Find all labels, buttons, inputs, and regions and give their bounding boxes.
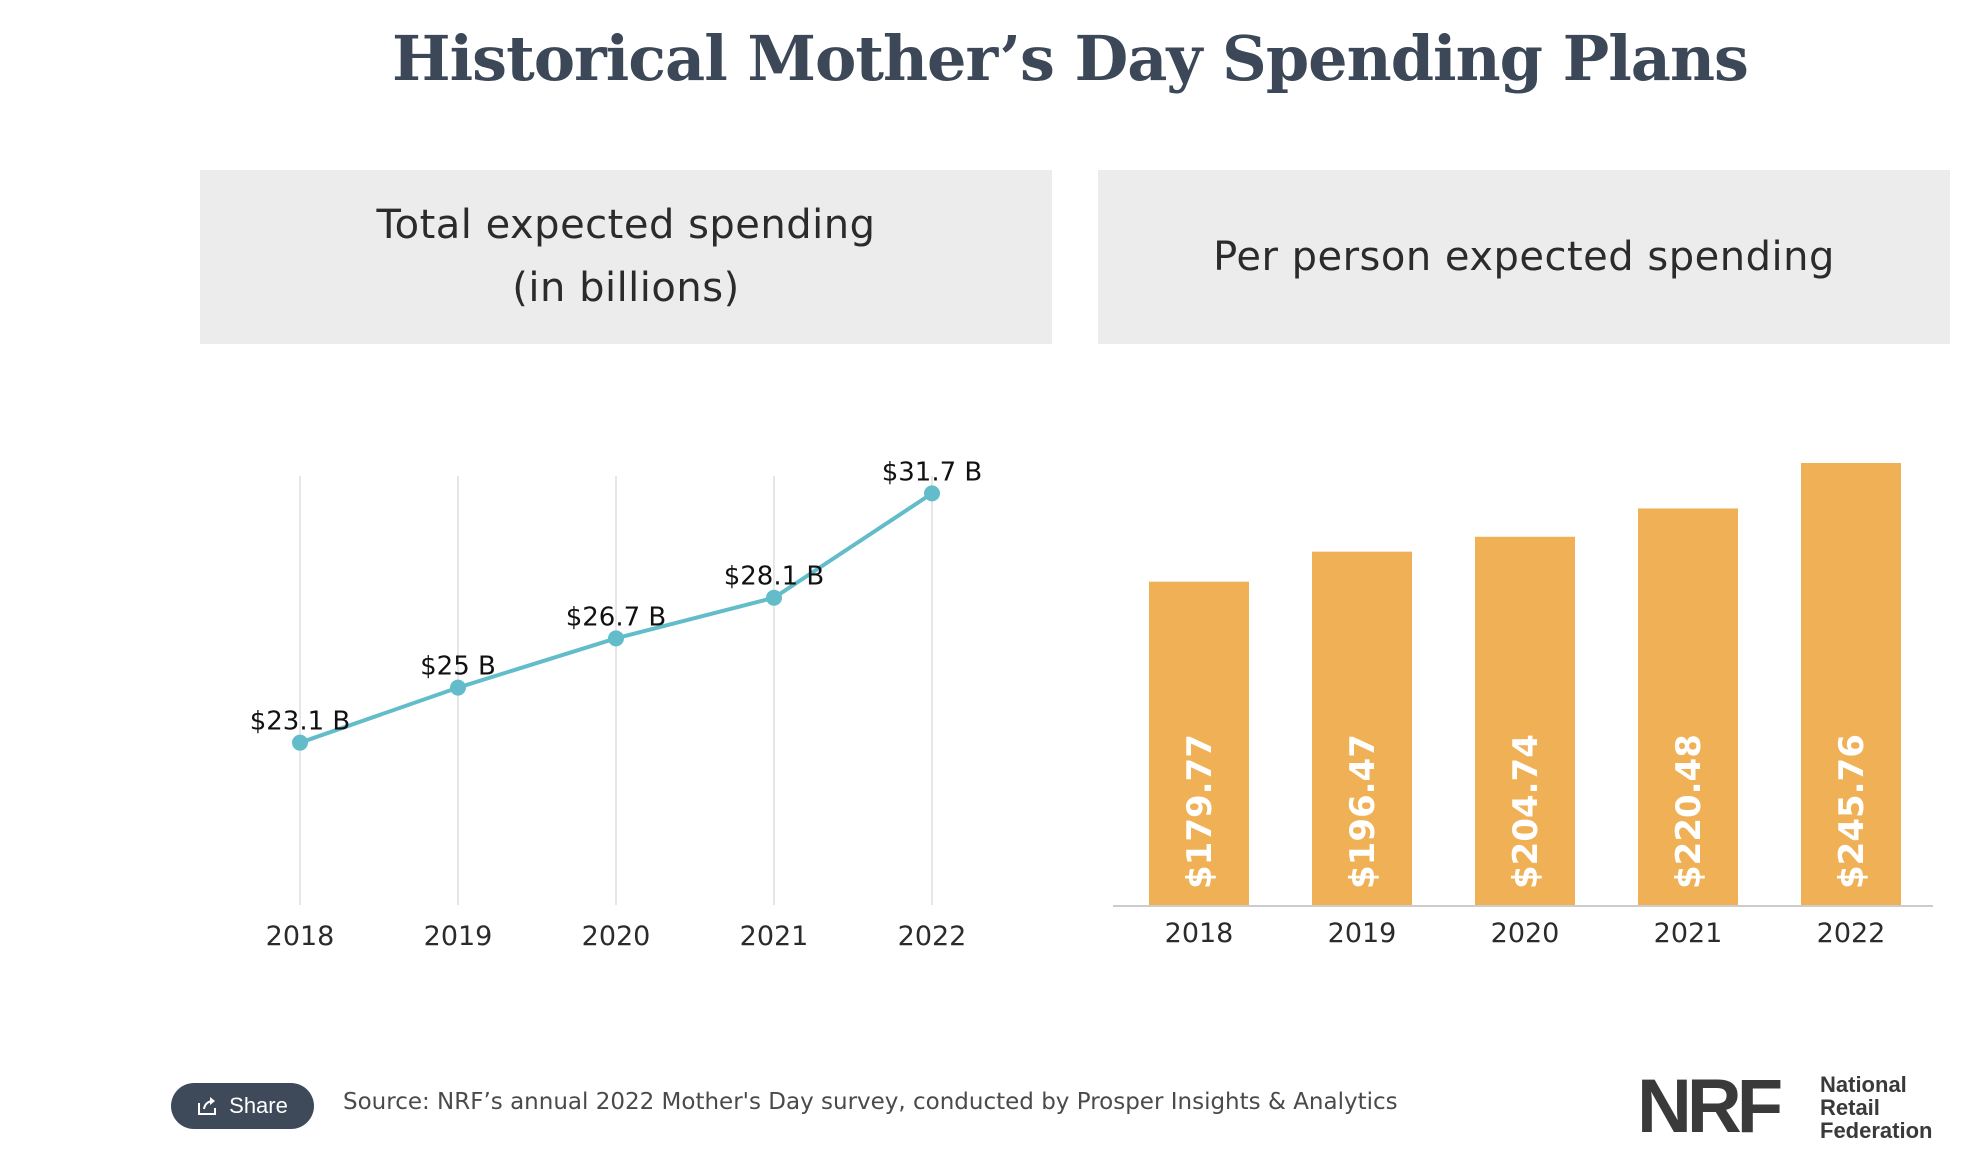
share-label: Share — [229, 1093, 288, 1118]
data-label: $25 B — [420, 652, 496, 682]
x-tick-label: 2019 — [424, 921, 493, 952]
data-point — [292, 734, 308, 751]
share-icon — [198, 1097, 217, 1115]
bar-value-label: $179.77 — [1180, 734, 1220, 889]
data-point — [450, 679, 466, 696]
bar-value-label: $220.48 — [1669, 734, 1709, 889]
bar — [1801, 463, 1901, 905]
data-point — [924, 485, 940, 502]
x-tick-label: 2021 — [740, 921, 809, 952]
data-label: $26.7 B — [566, 602, 667, 632]
line-chart-header: Total expected spending (in billions) — [200, 170, 1052, 344]
x-tick-label: 2022 — [898, 921, 967, 952]
x-tick-label: 2022 — [1817, 918, 1886, 949]
source-note: Source: NRF’s annual 2022 Mother's Day s… — [343, 1089, 1398, 1115]
x-tick-label: 2018 — [1165, 918, 1234, 949]
bar — [1638, 508, 1738, 905]
bar-value-label: $196.47 — [1343, 734, 1383, 889]
data-point — [766, 589, 782, 606]
x-tick-label: 2020 — [582, 921, 651, 952]
bar — [1312, 551, 1412, 905]
bar-chart-title: Per person expected spending — [1213, 233, 1835, 280]
bar — [1149, 581, 1249, 905]
x-tick-label: 2020 — [1491, 918, 1560, 949]
x-tick-label: 2018 — [266, 921, 335, 952]
bar — [1475, 536, 1575, 905]
share-button[interactable]: Share — [171, 1083, 314, 1129]
nrf-logo: NRF National Retail Federation — [1637, 1069, 1957, 1145]
bar-value-label: $245.76 — [1832, 734, 1872, 889]
x-tick-label: 2019 — [1328, 918, 1397, 949]
x-tick-label: 2021 — [1654, 918, 1723, 949]
logo-mark: NRF — [1637, 1064, 1783, 1149]
data-point — [608, 630, 624, 647]
data-label: $23.1 B — [250, 707, 351, 737]
bar-chart-header: Per person expected spending — [1098, 170, 1950, 344]
logo-text: National Retail Federation — [1820, 1072, 1933, 1143]
data-label: $31.7 B — [882, 457, 983, 487]
data-label: $28.1 B — [724, 562, 825, 592]
page-title: Historical Mother’s Day Spending Plans — [392, 22, 1749, 95]
line-chart-title: Total expected spending (in billions) — [376, 202, 876, 311]
bar-value-label: $204.74 — [1506, 734, 1546, 889]
